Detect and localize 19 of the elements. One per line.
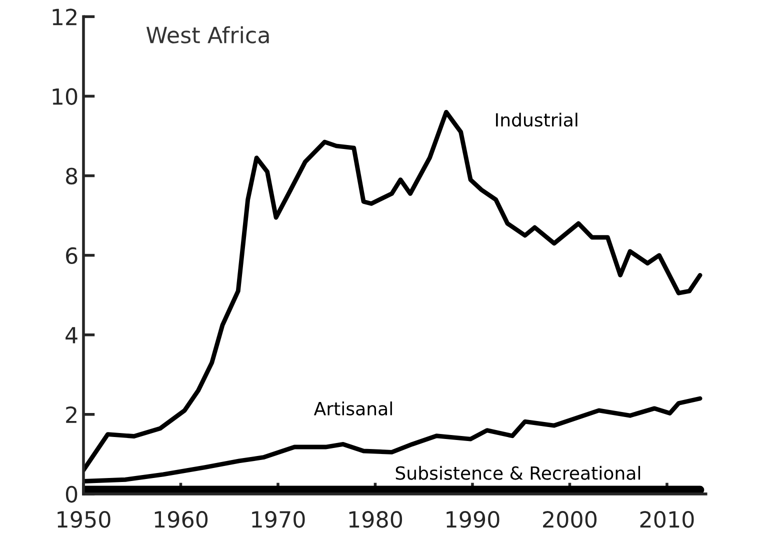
y-tick-label: 10 [52, 88, 78, 105]
series-label: Subsistence & Recreational [396, 466, 640, 480]
y-tick-label: 12 [52, 8, 76, 26]
y-tick-label: 8 [66, 168, 78, 185]
series-label: Industrial [496, 112, 578, 127]
y-tick-label: 4 [66, 327, 78, 344]
x-tick-label: 2000 [543, 511, 597, 528]
chart-title: West Africa [146, 26, 269, 44]
x-tick-label: 2010 [640, 511, 694, 528]
y-tick-label: 6 [66, 247, 78, 264]
x-tick-label: 1970 [252, 511, 305, 528]
line-series [83, 396, 702, 484]
series-label: Artisanal [314, 401, 392, 416]
x-tick-label: 1950 [58, 511, 110, 528]
x-tick-label: 1990 [446, 511, 500, 528]
y-tick-label: 0 [66, 486, 78, 503]
x-tick-label: 1960 [154, 511, 208, 528]
y-tick-label: 2 [66, 406, 76, 423]
x-tick-label: 1980 [349, 511, 402, 528]
